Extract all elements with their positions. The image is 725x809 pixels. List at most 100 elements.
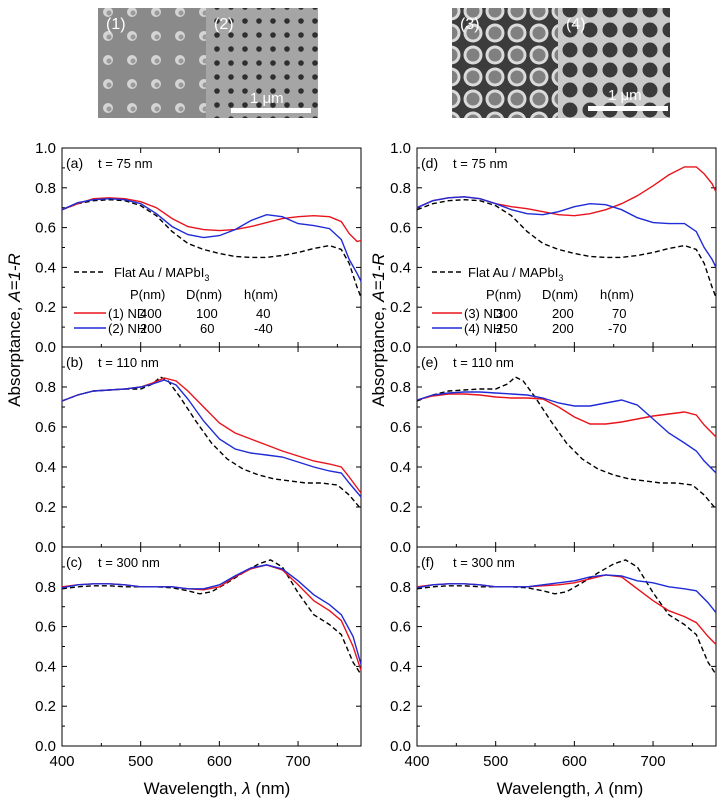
legend-header-h-left: h(nm)	[244, 287, 278, 302]
legend-p-nd-right: 300	[496, 306, 518, 321]
panel-annotation: t = 75 nm	[453, 156, 508, 171]
scale-bar-label-a: 1 μm	[250, 90, 284, 107]
panel-label: (c)	[66, 554, 82, 570]
legend-d-nh-right: 200	[552, 321, 574, 336]
panel-label: (a)	[66, 155, 83, 171]
scale-bar-b	[588, 106, 668, 111]
legend-header-h-right: h(nm)	[600, 287, 634, 302]
scale-bar-label-b: 1 μm	[608, 87, 642, 104]
y-tick-label: 0.8	[35, 180, 56, 197]
x-tick-label: 600	[562, 753, 587, 770]
series-line-nh	[61, 564, 362, 665]
series-line-nh	[61, 197, 362, 282]
y-tick-label: 0.4	[35, 459, 56, 476]
legend-d-nh-left: 60	[200, 321, 214, 336]
panel-label: (f)	[421, 554, 434, 570]
series-line-flat	[416, 559, 717, 675]
chart-panels: 0.00.20.40.60.81.0(a) t = 75 nm0.00.20.40…	[35, 140, 717, 770]
sem-label-1: (1)	[106, 16, 126, 33]
y-axis-title-right: Absorptance, A=1-R	[369, 253, 388, 407]
legend-header-d-right: D(nm)	[542, 287, 578, 302]
y-tick-label: 0.0	[390, 339, 411, 356]
series-line-nd	[416, 393, 717, 438]
series-line-nh	[416, 196, 717, 268]
series-line-nh	[61, 379, 362, 498]
series-line-flat	[61, 376, 362, 510]
legend-p-nh-right: 250	[496, 321, 518, 336]
panel-label: (e)	[421, 354, 438, 370]
series-line-flat	[416, 376, 717, 510]
series-line-flat	[61, 559, 362, 675]
y-tick-label: 1.0	[35, 140, 56, 157]
panel-annotation: t = 110 nm	[98, 355, 159, 370]
y-tick-label: 0.2	[35, 499, 56, 516]
y-tick-label: 0.4	[35, 658, 56, 675]
y-tick-label: 0.0	[390, 738, 411, 755]
y-tick-label: 0.2	[35, 698, 56, 715]
legend-label-nd-right: (3) ND	[464, 306, 502, 321]
legend-d-nd-right: 200	[552, 306, 574, 321]
legend-p-nh-left: 200	[140, 321, 162, 336]
y-tick-label: 0.8	[35, 579, 56, 596]
legend-label-nd-left: (1) ND	[108, 306, 146, 321]
y-tick-label: 0.4	[390, 259, 411, 276]
y-tick-label: 0.4	[390, 459, 411, 476]
legend-h-nd-right: 70	[612, 306, 626, 321]
panel-label: (b)	[66, 354, 83, 370]
y-tick-label: 1.0	[390, 140, 411, 157]
y-tick-label: 0.4	[390, 658, 411, 675]
chart-panel-d: 0.0 0.2 0.4 0.6 0.8 1.0 (d) t = 75 nm	[390, 140, 717, 356]
y-tick-label: 0.2	[390, 499, 411, 516]
x-tick-label: 400	[49, 753, 74, 770]
plot-frame	[416, 546, 717, 747]
y-tick-label: 0.4	[35, 259, 56, 276]
legend-p-nd-left: 400	[140, 306, 162, 321]
panel-annotation: t = 110 nm	[453, 355, 514, 370]
scale-bar-a	[231, 108, 311, 113]
x-tick-label: 700	[641, 753, 666, 770]
x-axis-title-right: Wavelength, λ (nm)	[497, 779, 644, 798]
legend-header-p-right: P(nm)	[486, 287, 521, 302]
sem-image-nanodisk-1	[98, 8, 206, 118]
y-tick-label: 0.0	[35, 738, 56, 755]
series-line-nd	[416, 166, 717, 217]
y-tick-label: 0.2	[390, 698, 411, 715]
chart-panel-a: 0.0 0.2 0.4 0.6 0.8 1.0 (a) t = 75 nm	[35, 140, 362, 356]
y-tick-label: 0.6	[35, 419, 56, 436]
sem-label-2: (2)	[214, 16, 234, 33]
legend-label-nh-left: (2) NH	[108, 321, 146, 336]
plot-frame	[61, 346, 362, 548]
y-tick-label: 0.6	[390, 419, 411, 436]
series-line-nd	[61, 377, 362, 494]
chart-panel-f: 400 500 600 700 0.0 0.2 0.4 0.6 0.8 (f) t = 300 nm	[390, 546, 717, 770]
y-tick-label: 0.6	[390, 619, 411, 636]
legend-d-nd-left: 100	[196, 306, 218, 321]
y-tick-label: 0.0	[35, 539, 56, 556]
sem-image-nanohole-2	[206, 8, 318, 118]
y-tick-label: 0.8	[390, 579, 411, 596]
sem-image-nanodisk-3	[452, 8, 558, 118]
series-line-nd	[61, 564, 362, 671]
series-line-nd	[61, 197, 362, 243]
x-tick-label: 500	[128, 753, 153, 770]
y-axis-title-left: Absorptance, A=1-R	[5, 253, 24, 407]
sem-image-a: (1) (2) 1 μm	[98, 8, 318, 118]
chart-panel-c: 400 500 600 700 0.0 0.2 0.4 0.6 0.8 (c) t = 300 nm	[35, 546, 362, 770]
x-tick-label: 700	[286, 753, 311, 770]
series-line-nd	[416, 574, 717, 645]
y-tick-label: 0.0	[35, 339, 56, 356]
y-tick-label: 0.2	[35, 299, 56, 316]
chart-panel-e: 0.0 0.2 0.4 0.6 0.8 (e) t = 110 nm	[390, 346, 717, 556]
legend-right: Flat Au / MAPbI3 P(nm) D(nm) h(nm) (3) N…	[432, 265, 634, 336]
y-tick-label: 0.0	[390, 539, 411, 556]
series-line-flat	[416, 198, 717, 298]
series-line-nh	[416, 391, 717, 474]
panel-annotation: t = 300 nm	[98, 555, 160, 570]
chart-panel-b: 0.0 0.2 0.4 0.6 0.8 (b) t = 110 nm	[35, 346, 362, 556]
legend-label-nh-right: (4) NH	[464, 321, 502, 336]
plot-frame	[61, 546, 362, 747]
y-tick-label: 0.6	[35, 220, 56, 237]
sem-image-nanohole-4	[558, 8, 670, 118]
